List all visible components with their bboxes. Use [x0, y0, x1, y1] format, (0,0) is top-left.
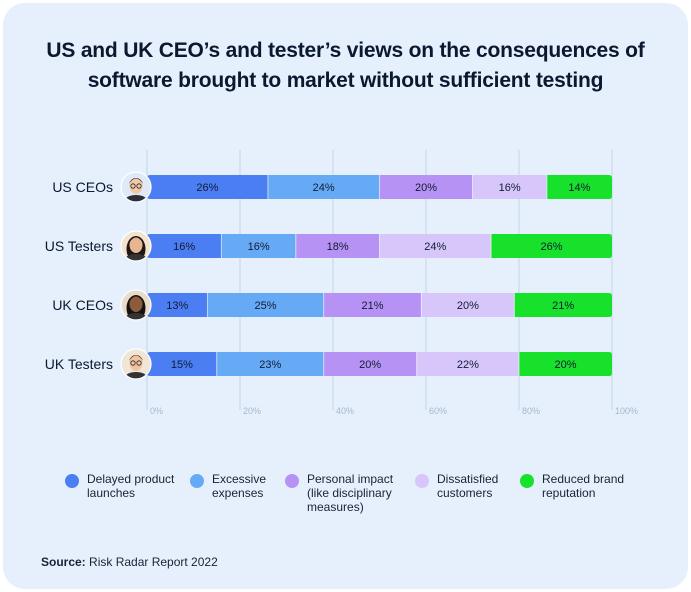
bar-value-label: 20% [457, 300, 479, 312]
category-label: UK Testers [45, 356, 113, 372]
legend-item: Delayed product launches [65, 472, 187, 500]
source-label: Source: [41, 555, 86, 569]
avatar [120, 171, 152, 203]
bar-value-label: 16% [173, 241, 195, 253]
category-label: US Testers [45, 238, 113, 254]
bar-value-label: 15% [171, 359, 193, 371]
legend-item: Personal impact (like disciplinary measu… [285, 472, 407, 514]
title-line-2: software brought to market without suffi… [87, 69, 604, 92]
legend-swatch [190, 474, 204, 488]
bar-value-label: 24% [313, 182, 335, 194]
bar-segment [416, 352, 519, 376]
avatar [120, 289, 152, 321]
bar-segment [207, 293, 324, 317]
bar-segment [519, 352, 612, 376]
bar-value-label: 18% [327, 241, 349, 253]
bar-row: 15% 23% 20% 22% 20% [147, 352, 612, 376]
source-text: Risk Radar Report 2022 [85, 555, 218, 569]
bar-segment [514, 293, 612, 317]
bar-segment [379, 175, 473, 199]
bar-value-label: 21% [552, 300, 574, 312]
legend-label: Dissatisfied customers [437, 472, 499, 500]
x-tick-label: 40% [336, 406, 354, 416]
bar-segment [147, 352, 217, 376]
bar-value-label: 23% [259, 359, 281, 371]
bar-value-label: 22% [457, 359, 479, 371]
bar-segment [323, 293, 422, 317]
legend-swatch [65, 474, 79, 488]
category-label: UK CEOs [52, 297, 113, 313]
bar-segment [147, 175, 268, 199]
x-tick-label: 100% [615, 406, 638, 416]
bar-value-label: 26% [541, 241, 563, 253]
bar-segment [546, 175, 612, 199]
avatar [120, 230, 152, 262]
chart-title: US and UK CEO’s and tester’s views on th… [0, 36, 691, 96]
legend-swatch [415, 474, 429, 488]
title-line-1: US and UK CEO’s and tester’s views on th… [46, 39, 645, 62]
legend: Delayed product launches Excessive expens… [0, 472, 691, 532]
bar-value-label: 26% [196, 182, 218, 194]
bar-segment [147, 293, 208, 317]
bar-segment [267, 175, 380, 199]
bar-value-label: 16% [248, 241, 270, 253]
bar-row: 13% 25% 21% 20% 21% [147, 293, 612, 317]
avatars [120, 171, 152, 380]
bar-value-label: 14% [568, 182, 590, 194]
legend-item: Excessive expenses [190, 472, 282, 500]
avatar [120, 348, 152, 380]
x-axis-ticks: 0% 20% 40% 60% 80% 100% [150, 406, 638, 416]
bar-row: 16% 16% 18% 24% 26% [147, 234, 612, 258]
bar-value-label: 13% [166, 300, 188, 312]
bar-segment [421, 293, 515, 317]
bar-segment [221, 234, 296, 258]
bar-segment [216, 352, 324, 376]
bar-value-label: 24% [424, 241, 446, 253]
bar-value-label: 20% [415, 182, 437, 194]
bar-value-label: 20% [554, 359, 576, 371]
legend-label: Excessive expenses [212, 472, 267, 500]
x-tick-label: 80% [522, 406, 540, 416]
bar-segment [295, 234, 380, 258]
bar-row: 26% 24% 20% 16% 14% [147, 175, 612, 199]
bar-segment [491, 234, 612, 258]
bar-segment [147, 234, 222, 258]
bar-value-label: 21% [362, 300, 384, 312]
category-label: US CEOs [52, 179, 113, 195]
legend-item: Reduced brand reputation [520, 472, 642, 500]
legend-label: Personal impact (like disciplinary measu… [307, 472, 394, 514]
bar-segment [472, 175, 547, 199]
legend-swatch [285, 474, 299, 488]
bar-value-label: 25% [255, 300, 277, 312]
bar-value-label: 16% [499, 182, 521, 194]
source-note: Source: Risk Radar Report 2022 [41, 555, 218, 569]
legend-label: Reduced brand reputation [542, 472, 625, 500]
legend-label: Delayed product launches [87, 472, 175, 500]
legend-swatch [520, 474, 534, 488]
bar-segment [323, 352, 417, 376]
legend-item: Dissatisfied customers [415, 472, 512, 500]
bar-value-label: 20% [359, 359, 381, 371]
x-tick-label: 20% [243, 406, 261, 416]
x-tick-label: 0% [150, 406, 163, 416]
category-labels: US CEOs US Testers UK CEOs UK Testers [45, 179, 113, 372]
bars: 26% 24% 20% 16% 14% 16% 16% 18% 24% 26% 13% 25% 21% 2… [147, 175, 612, 376]
x-tick-label: 60% [429, 406, 447, 416]
bar-segment [379, 234, 492, 258]
